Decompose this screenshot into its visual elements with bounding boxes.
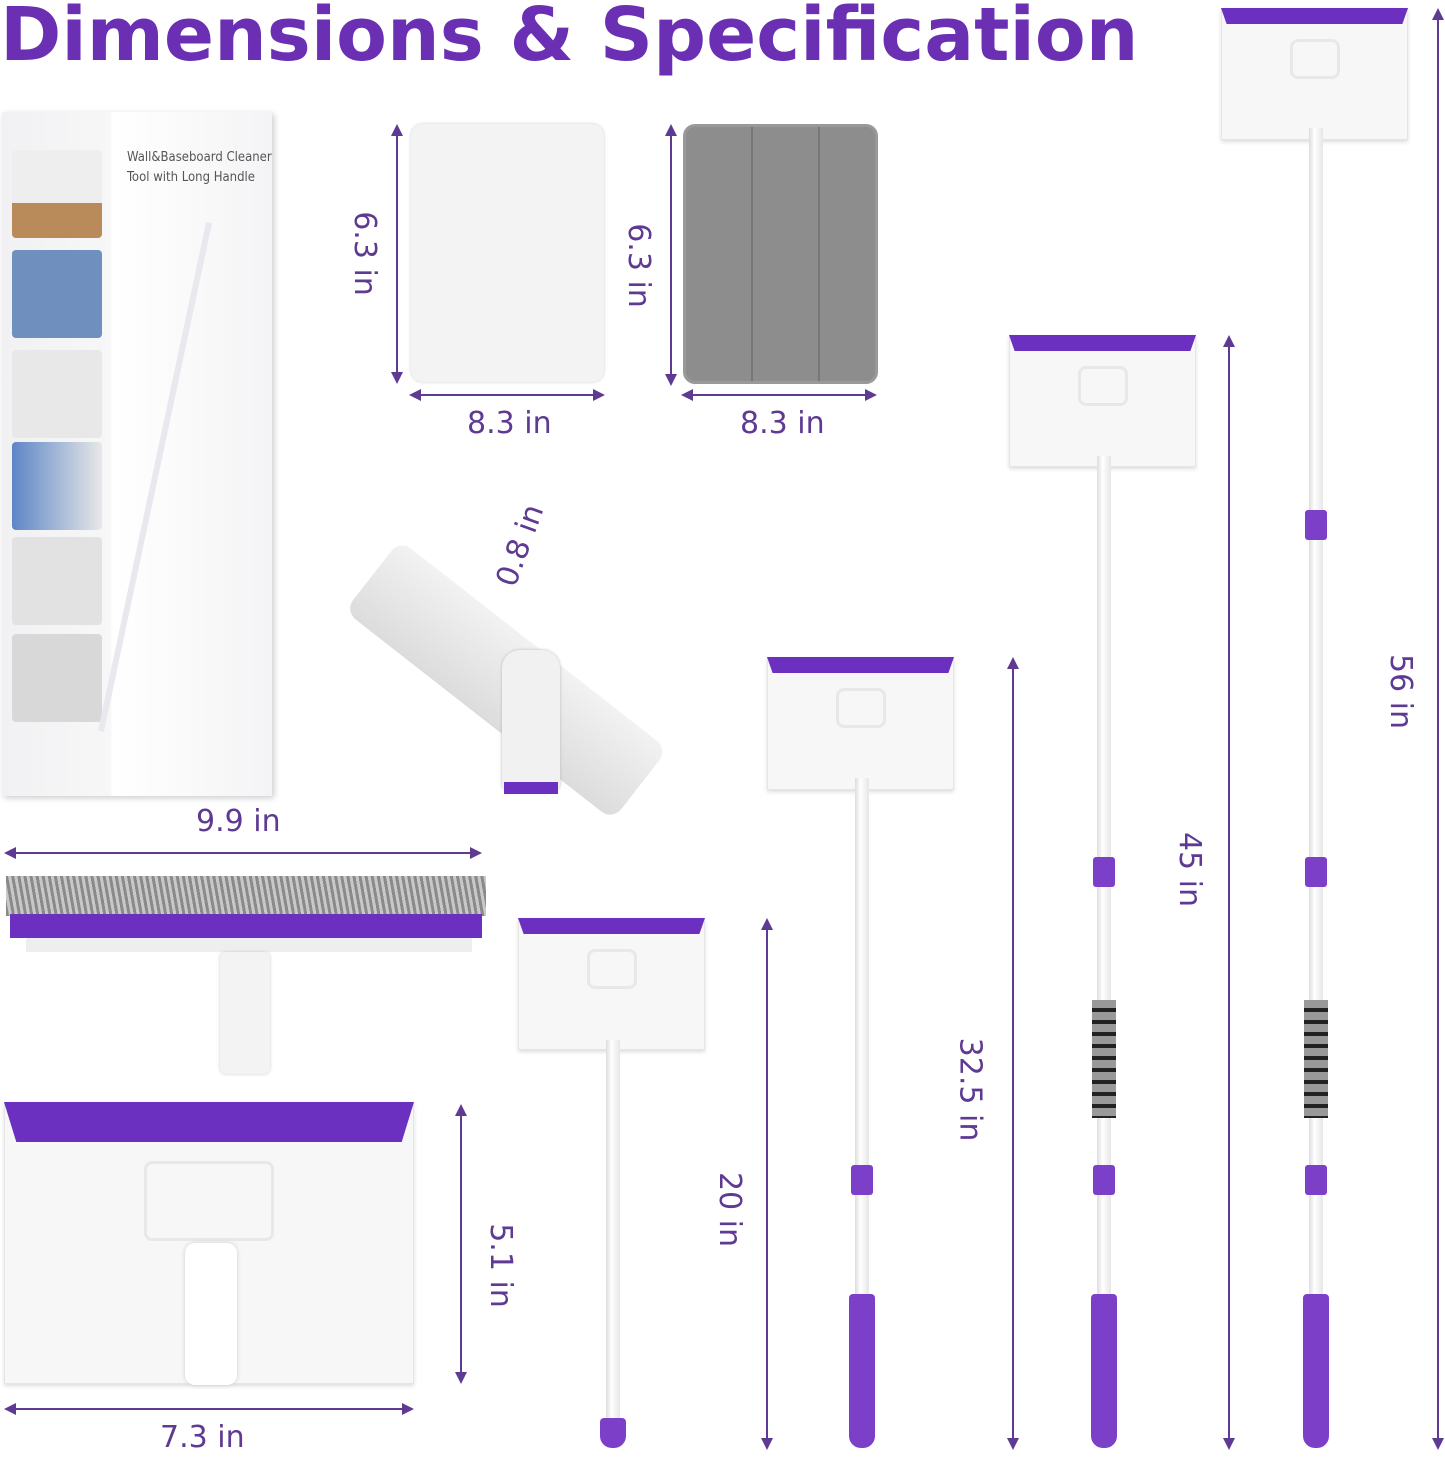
mop-32-length-arrow xyxy=(1007,657,1019,1450)
brush-bristles xyxy=(6,876,486,916)
grey-pad-height-arrow xyxy=(665,124,677,386)
head-height-arrow xyxy=(455,1104,467,1384)
head-width-arrow xyxy=(4,1403,414,1415)
mop-45-grip xyxy=(1092,1000,1116,1118)
mop-56-joint-3 xyxy=(1305,1165,1327,1195)
mop-32-length-label: 32.5 in xyxy=(952,1037,988,1142)
brush-base xyxy=(26,938,472,952)
brush-width-arrow xyxy=(4,847,482,859)
grey-pad xyxy=(683,124,878,384)
grey-pad-width-label: 8.3 in xyxy=(740,406,825,441)
pivot-handle-band xyxy=(504,782,558,794)
mop-head-closeup xyxy=(4,1102,414,1385)
mop-32-pole xyxy=(855,778,869,1298)
product-box xyxy=(2,112,272,796)
box-text: Wall&Baseboard Cleaner Tool with Long Ha… xyxy=(127,148,272,188)
white-pad-width-arrow xyxy=(409,389,605,401)
mop-20-pole xyxy=(606,1040,620,1420)
mop-56-pole xyxy=(1309,128,1323,1296)
mop-56-grip xyxy=(1304,1000,1328,1118)
mop-32-end xyxy=(849,1294,875,1448)
brush-width-label: 9.9 in xyxy=(196,804,281,839)
white-pad-width-label: 8.3 in xyxy=(467,406,552,441)
mop-20-length-label: 20 in xyxy=(712,1171,748,1248)
mop-32-joint xyxy=(851,1165,873,1195)
box-line-1: Wall&Baseboard Cleaner xyxy=(127,150,272,165)
pivot-thickness-label: 0.8 in xyxy=(489,499,552,592)
mop-45-length-label: 45 in xyxy=(1172,831,1208,908)
mop-45-joint-2 xyxy=(1093,1165,1115,1195)
grey-pad-width-arrow xyxy=(681,389,877,401)
pivot-handle xyxy=(502,650,560,790)
white-pad-height-label: 6.3 in xyxy=(346,211,382,296)
mop-56-length-arrow xyxy=(1432,8,1444,1450)
brush-connector xyxy=(220,952,270,1074)
white-pad-height-arrow xyxy=(391,124,403,384)
mop-45-length-arrow xyxy=(1223,335,1235,1450)
mop-20-head xyxy=(518,918,705,1050)
mop-32-head xyxy=(767,657,954,790)
box-line-2: Tool with Long Handle xyxy=(127,170,255,185)
mop-45-end xyxy=(1091,1294,1117,1448)
head-width-label: 7.3 in xyxy=(160,1420,245,1455)
white-pad xyxy=(411,124,604,382)
mop-45-joint-1 xyxy=(1093,857,1115,887)
mop-56-end xyxy=(1303,1294,1329,1448)
mop-56-joint-2 xyxy=(1305,857,1327,887)
mop-56-head xyxy=(1221,8,1408,140)
mop-20-length-arrow xyxy=(761,918,773,1450)
brush-bar xyxy=(10,914,482,938)
mop-56-length-label: 56 in xyxy=(1383,653,1419,730)
mop-20-end xyxy=(600,1418,626,1448)
mop-45-head xyxy=(1009,335,1196,467)
head-height-label: 5.1 in xyxy=(482,1223,518,1308)
page-title: Dimensions & Specification xyxy=(0,0,1139,78)
mop-56-joint-1 xyxy=(1305,510,1327,540)
grey-pad-height-label: 6.3 in xyxy=(620,223,656,308)
